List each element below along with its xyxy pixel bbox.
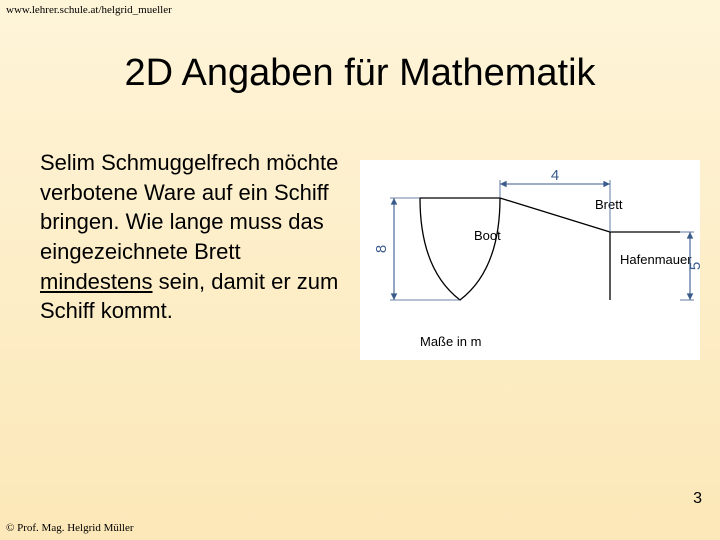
- svg-text:Hafenmauer: Hafenmauer: [620, 252, 692, 267]
- problem-text-underlined: mindestens: [40, 269, 153, 294]
- page-url: www.lehrer.schule.at/helgrid_mueller: [6, 4, 172, 16]
- svg-text:5: 5: [687, 262, 700, 270]
- copyright: © Prof. Mag. Helgrid Müller: [6, 522, 134, 534]
- svg-text:8: 8: [373, 245, 390, 253]
- svg-text:Boot: Boot: [474, 228, 501, 243]
- slide-title: 2D Angaben für Mathematik: [0, 52, 720, 95]
- problem-text: Selim Schmuggelfrech möchte verbotene Wa…: [40, 148, 340, 326]
- page-number: 3: [693, 490, 702, 508]
- problem-text-pre: Selim Schmuggelfrech möchte verbotene Wa…: [40, 150, 338, 264]
- diagram: Boot Brett Hafenmauer Maße in m 4 8 5: [360, 160, 700, 360]
- svg-text:Maße in m: Maße in m: [420, 334, 481, 349]
- svg-text:4: 4: [551, 167, 559, 184]
- svg-text:Brett: Brett: [595, 197, 623, 212]
